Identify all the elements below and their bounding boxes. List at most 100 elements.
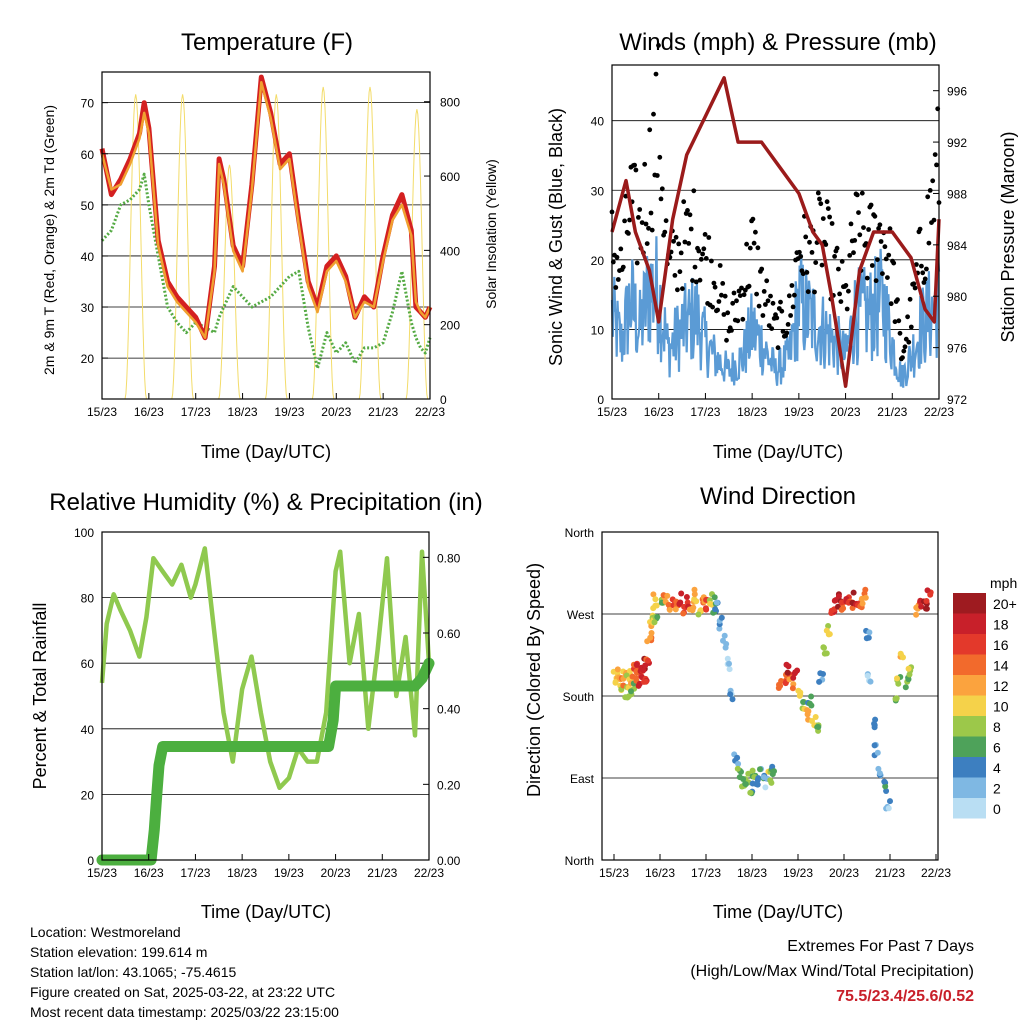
gust-point	[883, 256, 889, 262]
legend-swatch	[953, 736, 986, 757]
direction-point	[876, 770, 883, 777]
gust-point	[731, 290, 737, 296]
gust-point	[632, 162, 637, 168]
gust-point	[813, 260, 819, 265]
y2-tick-label: 0.20	[437, 778, 461, 792]
gust-point	[911, 281, 917, 287]
gust-point	[685, 208, 690, 213]
y-tick-label: 0	[597, 393, 604, 407]
station-location: Location: Westmoreland	[30, 924, 181, 940]
legend-label: 14	[993, 658, 1009, 674]
direction-point	[614, 666, 621, 673]
gust-point	[646, 225, 651, 231]
legend-swatch	[953, 695, 986, 716]
x-tick-label: 18/23	[737, 866, 767, 880]
direction-point	[650, 591, 657, 598]
gust-point	[837, 291, 842, 297]
direction-point	[905, 676, 912, 683]
insolation-curve	[218, 164, 241, 400]
direction-point	[713, 599, 720, 606]
direction-point	[865, 634, 872, 641]
gust-point	[843, 283, 849, 288]
humidity-precip-panel: Relative Humidity (%) & Precipitation (i…	[30, 489, 483, 922]
gust-point	[678, 250, 684, 256]
direction-point	[747, 789, 754, 796]
speed-legend: mph 20+ 18 16 14 12 10 8 6 4 2 0	[953, 575, 1017, 819]
gust-point	[873, 278, 879, 284]
direction-point	[838, 599, 845, 606]
direction-plot-frame	[601, 531, 939, 861]
y-tick-label: North	[565, 854, 594, 868]
gust-point	[770, 300, 776, 306]
y-tick-label: 70	[81, 97, 95, 111]
gust-point	[839, 259, 845, 264]
gust-point	[687, 212, 693, 218]
direction-point	[734, 754, 741, 761]
gust-point	[768, 293, 773, 299]
gust-point	[688, 226, 694, 232]
y-tick-label: 50	[81, 199, 95, 213]
humidity-plot-frame	[101, 531, 430, 861]
direction-point	[797, 689, 804, 696]
pressure-ylabel: Station Pressure (Maroon)	[998, 131, 1018, 342]
insolation-curve	[358, 86, 382, 400]
gust-point	[927, 188, 933, 193]
gust-point	[902, 344, 908, 350]
gust-point	[823, 242, 829, 247]
y2-tick-label: 984	[947, 239, 967, 253]
gust-point	[756, 303, 762, 309]
gust-point	[930, 178, 936, 184]
gust-point	[882, 244, 888, 250]
insolation-curve	[405, 109, 429, 400]
gust-point	[906, 339, 912, 345]
direction-point	[867, 678, 874, 685]
x-tick-label: 21/23	[877, 405, 907, 419]
legend-swatch	[953, 777, 986, 798]
gust-point	[901, 348, 907, 354]
direction-point	[749, 767, 756, 774]
gust-point	[934, 162, 939, 168]
gust-point	[785, 322, 791, 327]
direction-point	[612, 678, 619, 685]
x-tick-label: 16/23	[644, 405, 674, 419]
direction-point	[840, 605, 847, 612]
gust-point	[741, 292, 747, 298]
gust-point	[696, 248, 702, 254]
direction-point	[864, 672, 871, 679]
direction-point	[784, 669, 791, 676]
gust-point	[643, 221, 649, 227]
y-tick-label: 40	[591, 115, 605, 129]
gust-point	[747, 245, 753, 251]
direction-point	[894, 675, 900, 682]
direction-point	[892, 695, 899, 702]
x-tick-label: 16/23	[645, 866, 675, 880]
gust-point	[750, 216, 756, 222]
temperature-ylabel: 2m & 9m T (Red, Orange) & 2m Td (Green)	[41, 105, 57, 375]
temperature-plot-frame	[101, 71, 431, 400]
station-elevation: Station elevation: 199.614 m	[30, 944, 208, 960]
y2-tick-label: 400	[440, 244, 460, 258]
y-tick-label: 0	[87, 854, 94, 868]
direction-point	[678, 590, 685, 597]
direction-point	[804, 711, 811, 718]
gust-point	[885, 275, 890, 280]
gust-point	[712, 284, 718, 290]
y-tick-label: North	[565, 526, 594, 540]
direction-point	[816, 678, 823, 685]
gust-point	[876, 226, 881, 231]
legend-swatch	[953, 593, 986, 614]
direction-point	[923, 598, 930, 604]
x-tick-label: 18/23	[737, 405, 767, 419]
direction-point	[790, 674, 797, 681]
y-tick-label: 20	[81, 352, 95, 366]
gust-point	[657, 154, 663, 160]
gust-point	[722, 293, 728, 299]
extremes-subtitle: (High/Low/Max Wind/Total Precipitation)	[690, 963, 974, 980]
gust-point	[775, 345, 781, 351]
gust-point	[878, 239, 884, 244]
gust-point	[824, 199, 830, 205]
gust-point	[817, 196, 822, 202]
direction-point	[735, 760, 742, 767]
gust-point	[931, 217, 937, 223]
gust-point	[719, 292, 724, 298]
